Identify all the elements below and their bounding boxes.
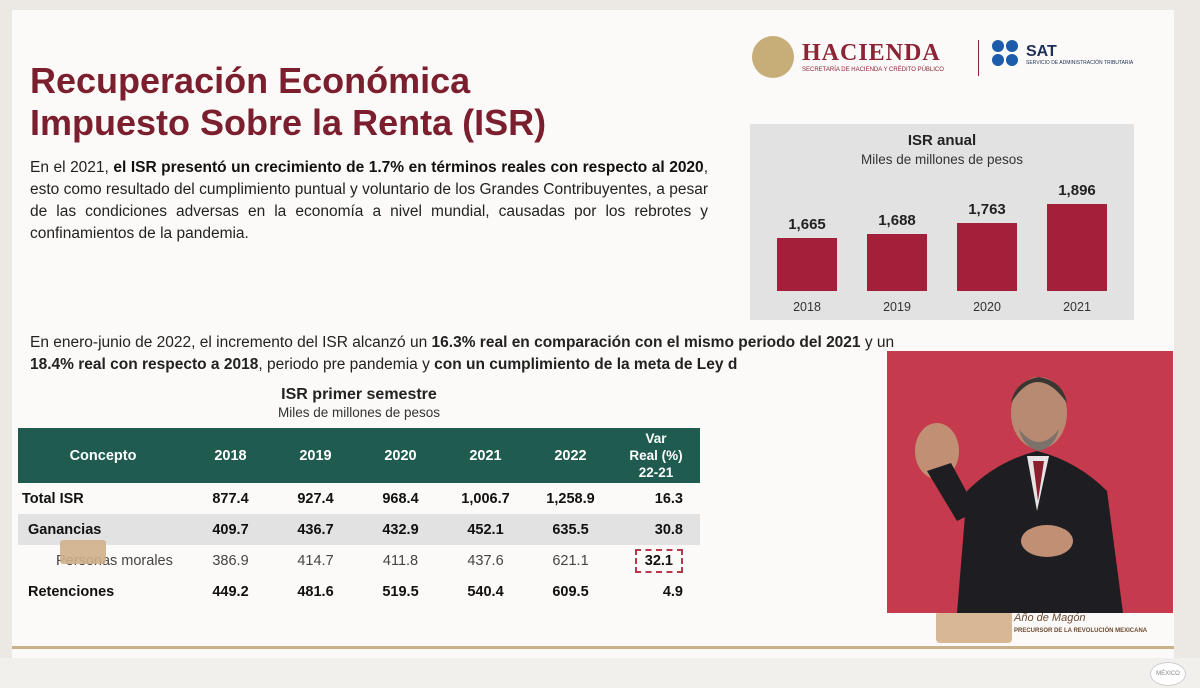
sat-logo: SAT SERVICIO DE ADMINISTRACIÓN TRIBUTARI… [992, 40, 1133, 70]
bar-2020 [957, 223, 1017, 291]
cell: 609.5 [552, 583, 589, 600]
cell: 414.7 [297, 552, 334, 569]
cell: 927.4 [297, 490, 334, 507]
cell: 1,006.7 [461, 490, 510, 507]
cell: 386.9 [212, 552, 249, 569]
sat-wordmark: SAT [1026, 42, 1057, 60]
bar-value-label: 1,688 [878, 212, 916, 230]
anio-magon-emblem [936, 611, 1012, 643]
header-2019: 2019 [299, 447, 332, 464]
sat-dots-icon [992, 40, 1022, 70]
cell: 4.9 [662, 583, 683, 600]
emblem-subtitle: PRECURSOR DE LA REVOLUCIÓN MEXICANA [1014, 628, 1148, 634]
cell: 635.5 [552, 521, 589, 538]
table-title: ISR primer semestre [281, 386, 437, 403]
header-concepto: Concepto [69, 447, 137, 464]
isr-anual-chart: ISR anual Miles de millones de pesos 1,6… [750, 124, 1134, 320]
seal-icon [752, 36, 794, 78]
title-line-2: Impuesto Sobre la Renta (ISR) [30, 102, 547, 143]
cell: 540.4 [467, 583, 504, 600]
cell: 449.2 [212, 583, 249, 600]
highlight-cell: 32.1 [613, 548, 699, 573]
chart-title: ISR anual [907, 132, 977, 149]
interpreter-image [915, 377, 1123, 613]
bar-2021 [1047, 204, 1107, 291]
bar-category-label: 2021 [1063, 300, 1091, 314]
header-2022: 2022 [554, 447, 587, 464]
cell: Retenciones [28, 583, 115, 600]
cell: 432.9 [382, 521, 419, 538]
table-row-personas-morales: Personas morales 386.9 414.7 411.8 437.6… [18, 545, 700, 576]
sign-language-interpreter-video [887, 351, 1173, 613]
cell: 436.7 [297, 521, 334, 538]
table-row-total-isr: Total ISR 877.4 927.4 968.4 1,006.7 1,25… [18, 483, 700, 514]
cell: 481.6 [297, 583, 334, 600]
cell: Ganancias [28, 521, 102, 538]
hacienda-wordmark: HACIENDA [802, 40, 941, 66]
p2-bold-3: con un cumplimiento de la meta de Ley d [434, 356, 738, 373]
header-2021: 2021 [469, 447, 502, 464]
title-line-1: Recuperación Económica [30, 60, 471, 101]
chart-subtitle: Miles de millones de pesos [860, 152, 1024, 167]
p2-text-2: y un [860, 334, 895, 351]
highlight-value: 32.1 [634, 548, 683, 573]
bar-category-label: 2019 [883, 300, 911, 314]
header-var: Var Real (%) 22-21 [613, 430, 699, 481]
table-row-retenciones: Retenciones 449.2 481.6 519.5 540.4 609.… [18, 576, 700, 607]
header-var-line1: Var [645, 431, 667, 446]
p2-text-3: , periodo pre pandemia y [258, 356, 435, 373]
mexico-logo: MÉXICO [1150, 662, 1186, 686]
bar-2019 [867, 234, 927, 291]
p1-text-1: En el 2021, [30, 159, 114, 176]
emblem-text: Año de Magón [1014, 612, 1086, 624]
p2-bold-2: 18.4% real con respecto a 2018 [30, 356, 259, 373]
bar-value-label: 1,896 [1058, 182, 1096, 199]
header-var-line2: Real (%) [629, 448, 683, 463]
cell: 1,258.9 [546, 490, 595, 507]
p1-bold-1: el ISR presentó un crecimiento de 1.7% e… [113, 159, 704, 176]
header-var-line3: 22-21 [638, 465, 674, 480]
hacienda-logo: HACIENDA SECRETARÍA DE HACIENDA Y CRÉDIT… [752, 36, 944, 78]
footer-rule [12, 646, 1174, 649]
table-subtitle: Miles de millones de pesos [277, 405, 441, 420]
bar-category-label: 2020 [973, 300, 1001, 314]
cell: 409.7 [212, 521, 249, 538]
cell: Total ISR [22, 490, 84, 507]
decorative-figures [60, 540, 106, 564]
slide-title: Recuperación Económica Impuesto Sobre la… [30, 60, 546, 144]
cell: 968.4 [382, 490, 419, 507]
bar-2018 [777, 237, 837, 291]
header-2018: 2018 [214, 447, 247, 464]
hacienda-subtitle: SECRETARÍA DE HACIENDA Y CRÉDITO PÚBLICO [802, 67, 944, 73]
p1-text-2: , esto como resultado del cumplimiento p… [30, 159, 708, 242]
cell: 411.8 [382, 552, 419, 569]
table-row-ganancias: Ganancias 409.7 436.7 432.9 452.1 635.5 … [18, 514, 700, 545]
cell: 877.4 [212, 490, 249, 507]
sat-subtitle: SERVICIO DE ADMINISTRACIÓN TRIBUTARIA [1026, 59, 1134, 66]
bar-value-label: 1,763 [968, 201, 1006, 219]
bottom-strip [0, 658, 1200, 688]
paragraph-2021: En el 2021, el ISR presentó un crecimien… [30, 157, 708, 245]
cell: 519.5 [382, 583, 419, 600]
logo-divider [978, 40, 979, 76]
isr-semester-table: Concepto 2018 2019 2020 2021 2022 Var Re… [18, 428, 700, 607]
header-2020: 2020 [384, 447, 417, 464]
cell: 30.8 [654, 521, 683, 538]
cell: 16.3 [654, 490, 683, 507]
p2-text-1: En enero-junio de 2022, el incremento de… [30, 334, 432, 351]
cell: 621.1 [552, 552, 589, 569]
cell: 437.6 [467, 552, 504, 569]
p2-bold-1: 16.3% real en comparación con el mismo p… [431, 334, 861, 351]
cell: 452.1 [467, 521, 504, 538]
table-header: Concepto 2018 2019 2020 2021 2022 Var Re… [18, 428, 700, 483]
bar-value-label: 1,665 [788, 215, 826, 233]
bar-category-label: 2018 [793, 300, 821, 314]
paragraph-2022: En enero-junio de 2022, el incremento de… [30, 332, 1130, 376]
